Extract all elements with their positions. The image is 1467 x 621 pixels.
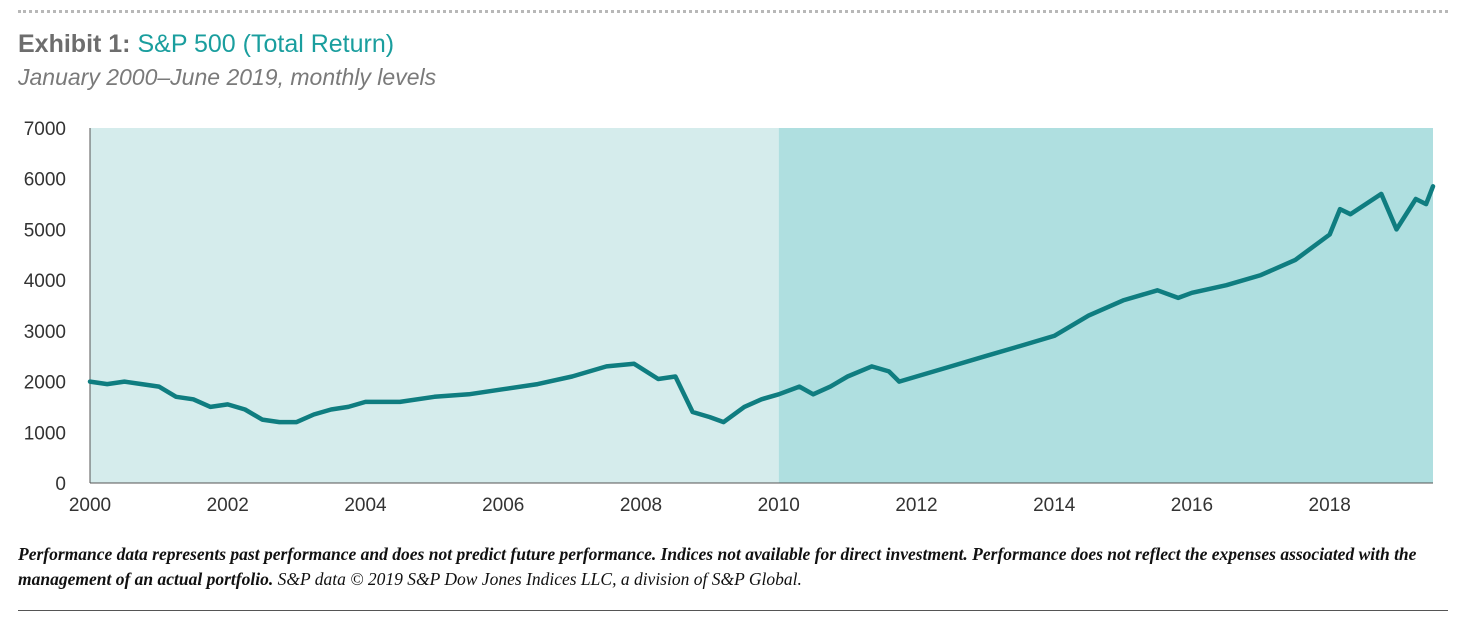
x-tick-label: 2002	[207, 495, 249, 516]
y-tick-label: 0	[55, 474, 66, 495]
y-tick-label: 2000	[24, 373, 66, 394]
x-tick-label: 2010	[758, 495, 800, 516]
y-tick-label: 5000	[24, 220, 66, 241]
top-dotted-rule	[18, 10, 1448, 13]
footnote-disclaimer: Performance data represents past perform…	[18, 544, 1417, 589]
shaded-region-light	[90, 128, 779, 483]
exhibit-number: Exhibit 1:	[18, 30, 131, 58]
x-tick-label: 2006	[482, 495, 524, 516]
bottom-rule	[18, 610, 1448, 611]
footnote-source: S&P data © 2019 S&P Dow Jones Indices LL…	[277, 569, 802, 589]
x-tick-label: 2018	[1309, 495, 1351, 516]
x-tick-label: 2008	[620, 495, 662, 516]
line-chart: 0 1000 2000 3000 4000 5000 6000 7000 2000 2002 200…	[24, 119, 1436, 516]
x-tick-label: 2000	[69, 495, 111, 516]
y-tick-label: 4000	[24, 271, 66, 292]
x-tick-label: 2014	[1033, 495, 1076, 516]
y-tick-label: 1000	[24, 423, 66, 444]
footnote: Performance data represents past perform…	[18, 542, 1418, 592]
chart-subtitle: January 2000–June 2019, monthly levels	[18, 64, 437, 90]
y-tick-label: 7000	[24, 119, 66, 140]
x-tick-label: 2016	[1171, 495, 1213, 516]
exhibit-title: Exhibit 1: S&P 500 (Total Return)	[18, 30, 394, 59]
x-tick-label: 2004	[344, 495, 387, 516]
x-tick-label: 2012	[895, 495, 937, 516]
y-tick-label: 3000	[24, 322, 66, 343]
shaded-region-dark	[778, 128, 1433, 483]
y-tick-label: 6000	[24, 170, 66, 191]
chart-title: S&P 500 (Total Return)	[137, 30, 395, 58]
